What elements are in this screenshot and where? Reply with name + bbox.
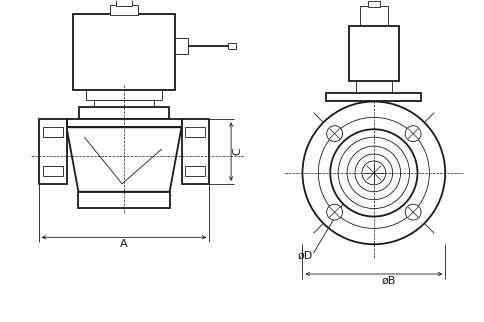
Bar: [94, 99, 153, 108]
Bar: [367, 1, 379, 7]
Bar: [73, 14, 174, 90]
Circle shape: [330, 129, 417, 216]
Bar: [326, 93, 421, 100]
Circle shape: [361, 161, 385, 185]
Bar: [39, 119, 66, 184]
Bar: [185, 127, 205, 137]
Circle shape: [404, 204, 420, 220]
Bar: [116, 0, 132, 6]
Bar: [326, 125, 421, 221]
Bar: [86, 90, 161, 99]
Bar: [181, 119, 209, 184]
Bar: [359, 6, 387, 26]
Bar: [79, 108, 168, 119]
Circle shape: [302, 101, 444, 244]
Circle shape: [354, 154, 392, 192]
Circle shape: [337, 137, 408, 209]
Bar: [43, 166, 62, 176]
Circle shape: [318, 118, 428, 228]
Text: øD: øD: [297, 251, 312, 261]
Bar: [348, 26, 398, 81]
Text: A: A: [120, 239, 128, 249]
Bar: [174, 38, 188, 54]
Circle shape: [326, 204, 342, 220]
Bar: [185, 166, 205, 176]
Bar: [227, 43, 236, 49]
Bar: [110, 5, 137, 15]
Text: C: C: [231, 147, 242, 155]
Bar: [66, 119, 181, 127]
Circle shape: [404, 126, 420, 142]
Circle shape: [326, 126, 342, 142]
Polygon shape: [66, 127, 181, 192]
Bar: [43, 127, 62, 137]
Bar: [355, 81, 391, 93]
Bar: [78, 192, 169, 208]
Text: øB: øB: [381, 276, 395, 286]
Circle shape: [347, 146, 400, 200]
